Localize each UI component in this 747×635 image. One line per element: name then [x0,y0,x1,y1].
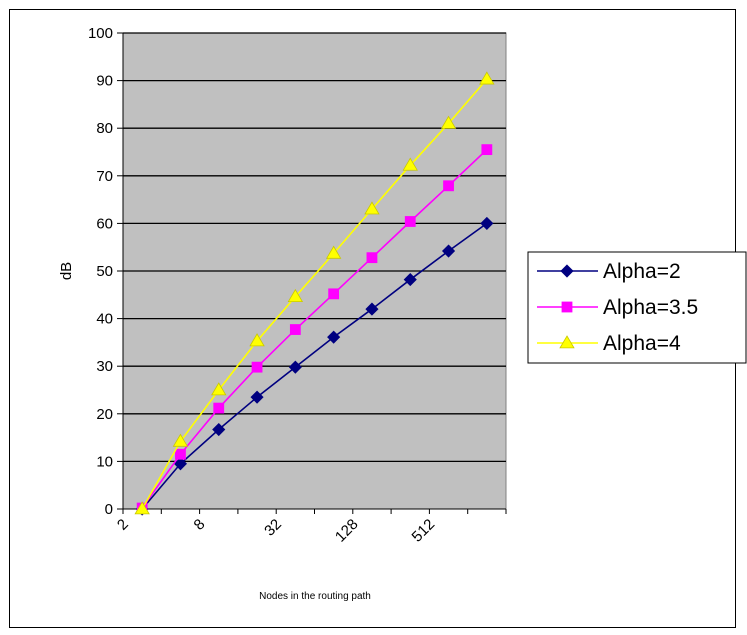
legend-label-0: Alpha=2 [603,260,681,283]
x-tick-label-32: 32 [261,516,285,540]
data-point-1-4 [289,324,301,335]
data-point-1-9 [481,144,493,156]
legend-marker-2 [559,335,575,349]
data-point-2-4 [287,288,304,303]
legend-label-1: Alpha=3.5 [603,296,698,319]
data-point-2-0 [134,501,150,515]
data-point-0-6 [365,302,379,316]
data-point-0-4 [288,360,302,374]
data-point-1-2 [213,402,225,414]
data-point-1-7 [404,216,416,227]
data-point-2-8 [440,115,457,129]
data-point-0-7 [403,273,417,287]
data-point-1-6 [366,252,378,264]
data-point-2-2 [211,382,227,396]
legend-marker-0 [560,264,574,278]
y-tick-label-20: 20 [96,406,113,423]
data-point-2-5 [325,245,342,259]
y-tick-label-100: 100 [88,25,113,42]
data-point-2-3 [249,333,265,347]
x-tick-label-8: 8 [191,516,209,534]
y-tick-label-10: 10 [96,453,113,470]
data-point-0-1 [173,457,188,471]
data-point-0-9 [480,216,494,230]
data-point-1-3 [251,361,263,373]
data-point-2-9 [479,71,495,85]
y-tick-label-30: 30 [96,358,113,375]
data-point-0-5 [327,330,341,344]
data-point-0-3 [250,390,264,404]
y-tick-labels: 0 10 20 30 40 50 60 70 80 90 100 [88,25,113,518]
y-tick-label-50: 50 [96,263,113,280]
series-line-0 [141,222,488,510]
legend-marker-1 [561,301,573,313]
y-tick-label-70: 70 [96,168,113,185]
y-tick-label-60: 60 [96,215,113,232]
series-line-1 [141,149,488,509]
series-1 [136,144,493,514]
x-tick-label-512: 512 [409,516,439,546]
y-axis-label: dB [58,262,75,280]
x-tick-label-128: 128 [332,516,362,546]
series-2 [134,71,495,515]
data-point-0-8 [441,244,456,258]
x-axis-label: Nodes in the routing path [259,591,371,602]
axes [117,32,507,514]
legend-item-2: Alpha=4 [537,332,681,355]
y-tick-label-80: 80 [96,120,113,137]
y-tick-label-90: 90 [96,73,113,90]
data-point-2-6 [364,201,380,215]
legend: Alpha=2 Alpha=3.5 Alpha=4 [527,251,747,364]
data-point-2-1 [172,433,189,447]
x-tick-label-2: 2 [114,516,132,534]
y-tick-label-40: 40 [96,311,113,328]
data-point-1-8 [443,180,454,192]
data-point-1-1 [175,448,186,460]
series-line-2 [141,78,488,510]
series-group [134,71,495,516]
legend-item-1: Alpha=3.5 [537,296,698,319]
x-tick-labels: 2 8 32 128 512 [114,516,438,546]
legend-label-2: Alpha=4 [603,332,681,355]
data-point-0-2 [212,422,226,437]
legend-item-0: Alpha=2 [537,260,681,283]
data-point-2-7 [402,157,418,171]
data-point-1-5 [328,288,340,300]
y-tick-label-0: 0 [105,501,113,518]
